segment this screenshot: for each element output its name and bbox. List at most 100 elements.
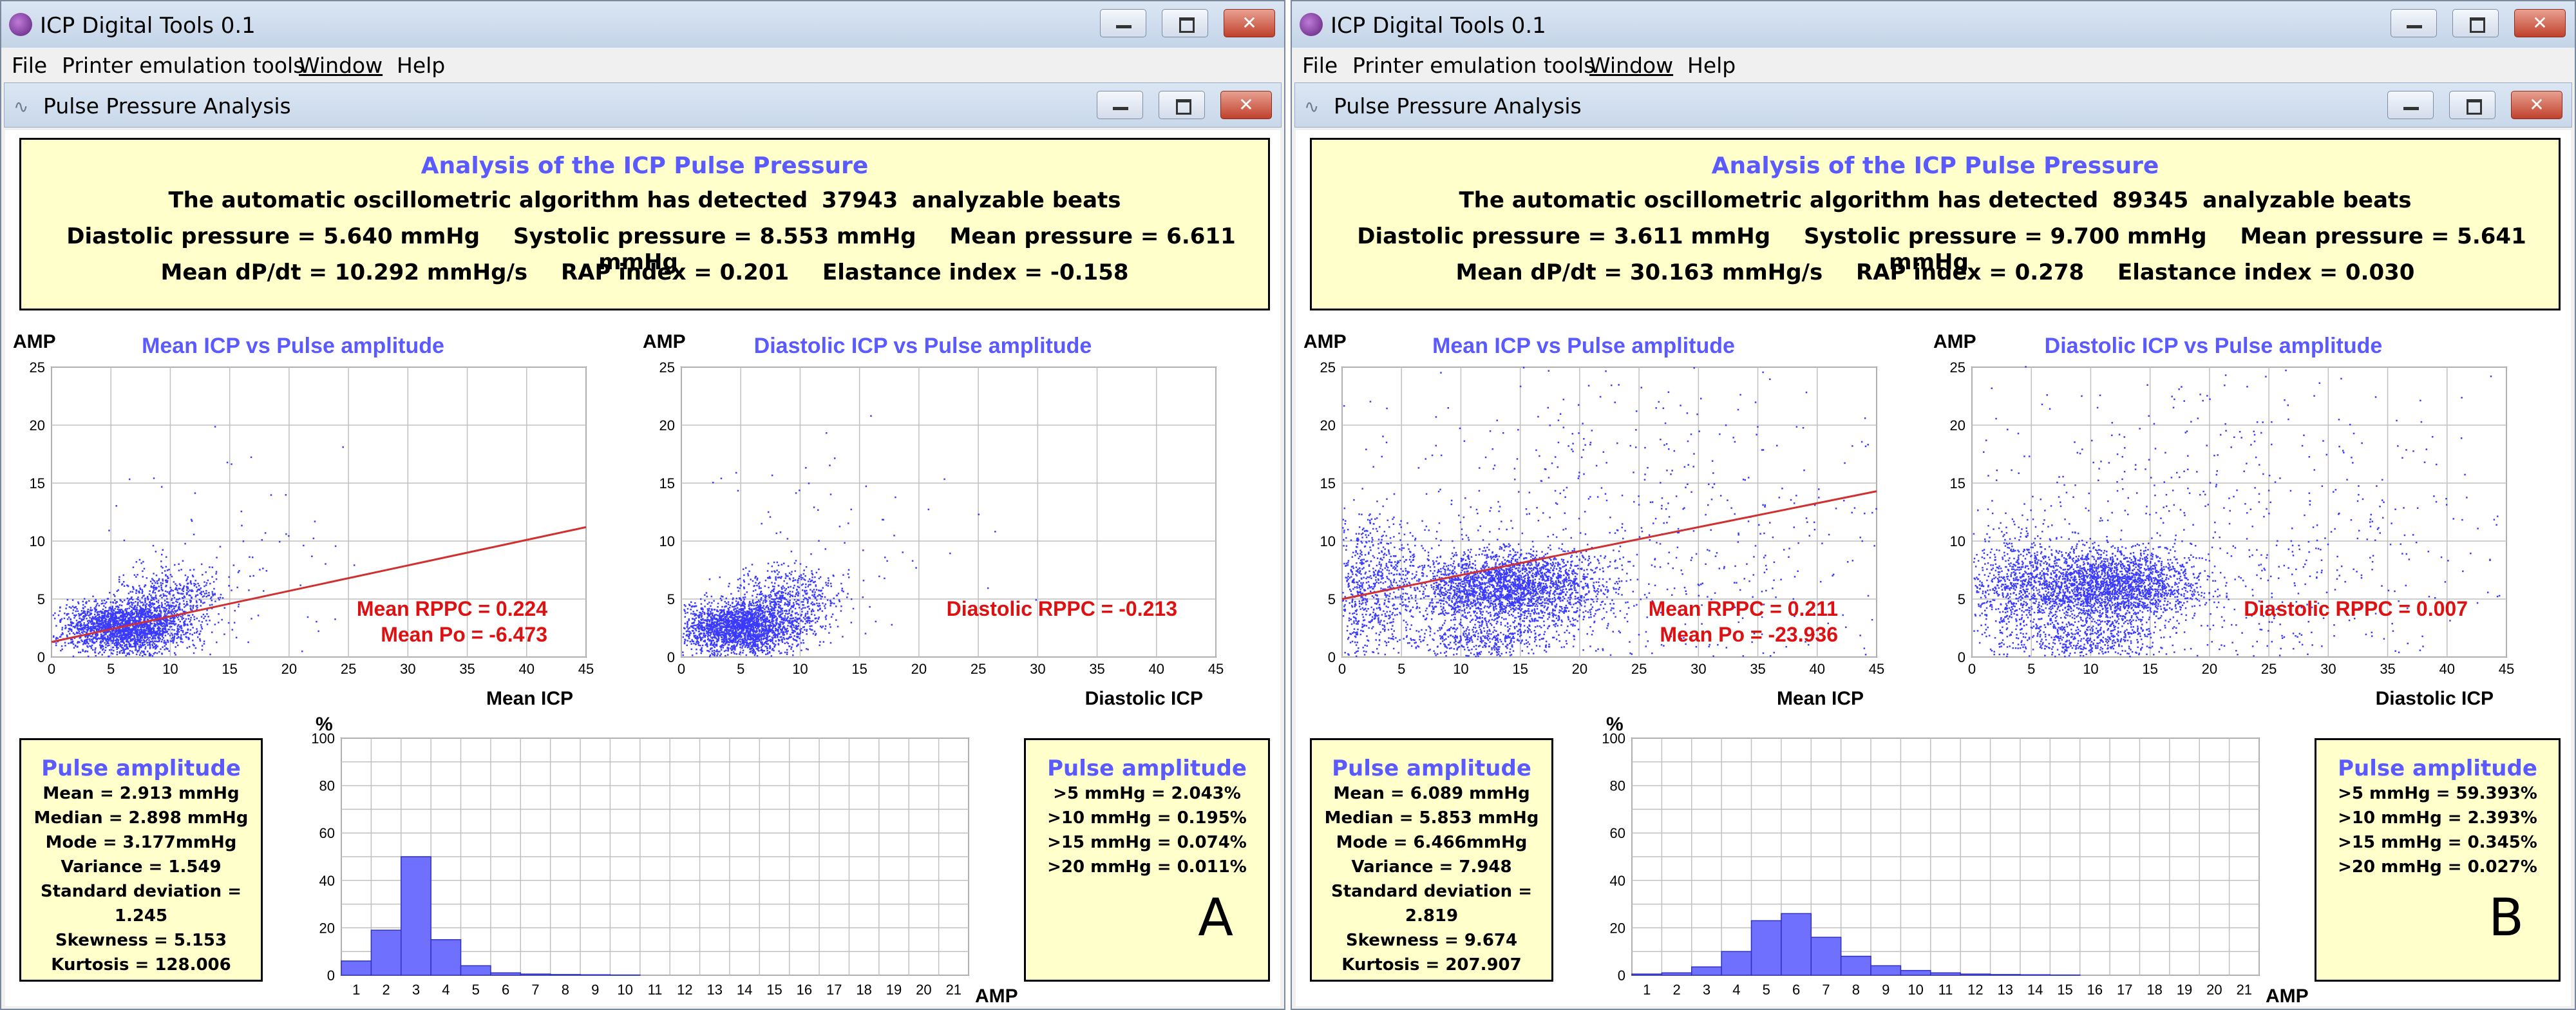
po-annotation: Mean Po = -6.473: [381, 623, 547, 646]
scatter-point: [95, 636, 97, 638]
scatter-point: [178, 592, 180, 595]
scatter-point: [743, 622, 745, 624]
scatter-point: [200, 601, 202, 604]
scatter-point: [706, 616, 708, 618]
scatter-point: [207, 579, 209, 582]
scatter-point: [745, 632, 747, 634]
title-bar[interactable]: ICP Digital Tools 0.1 ✕: [1, 1, 1284, 48]
menu-window[interactable]: Window: [299, 53, 383, 78]
scatter-point: [140, 642, 142, 643]
scatter-point: [176, 644, 179, 647]
scatter-point: [221, 618, 223, 621]
child-title-bar[interactable]: ∿ Pulse Pressure Analysis ✕: [4, 82, 1282, 128]
scatter-point: [206, 623, 209, 625]
scatter-point: [217, 622, 220, 624]
maximize-button[interactable]: [1162, 9, 1208, 37]
scatter-point: [95, 604, 98, 606]
scatter-point: [138, 634, 140, 636]
menu-file[interactable]: File: [12, 53, 48, 78]
scatter-point: [68, 624, 71, 626]
scatter-point: [123, 649, 125, 651]
scatter-point: [710, 642, 712, 645]
scatter-point: [757, 607, 759, 609]
scatter-point: [752, 625, 753, 628]
minimize-button[interactable]: [1100, 9, 1146, 37]
scatter-point: [113, 623, 115, 625]
scatter-point: [116, 651, 118, 653]
scatter-point: [155, 620, 157, 622]
scatter-point: [104, 642, 106, 644]
scatter-point: [131, 617, 133, 620]
y-tick-label: 25: [659, 359, 675, 376]
scatter-point: [704, 619, 706, 621]
scatter-point: [825, 618, 827, 620]
scatter-point: [687, 621, 688, 623]
scatter-point: [133, 642, 135, 645]
scatter-point: [736, 613, 739, 615]
scatter-point: [781, 607, 782, 610]
scatter-point: [697, 620, 700, 622]
scatter-point: [77, 642, 79, 644]
scatter-point: [87, 646, 89, 648]
maximize-icon: [1176, 99, 1191, 115]
scatter-point: [98, 629, 100, 631]
scatter-point: [753, 654, 756, 656]
scatter-point: [753, 639, 756, 641]
scatter-point: [717, 637, 720, 640]
scatter-point: [149, 627, 152, 630]
scatter-point: [238, 569, 240, 572]
scatter-point: [115, 621, 118, 623]
scatter-point: [775, 634, 777, 636]
scatter-point: [717, 615, 719, 616]
scatter-point: [729, 604, 732, 607]
scatter-point: [120, 630, 123, 633]
menu-printer-emulation-tools[interactable]: Printer emulation tools: [62, 53, 305, 78]
scatter-point: [709, 619, 711, 621]
scatter-point: [152, 591, 154, 594]
scatter-point: [211, 631, 213, 633]
scatter-point: [94, 626, 96, 628]
scatter-point: [131, 596, 133, 598]
scatter-point: [773, 615, 776, 616]
scatter-point: [99, 624, 101, 625]
scatter-point: [141, 636, 143, 638]
scatter-point: [694, 618, 696, 620]
scatter-point: [730, 625, 732, 627]
scatter-point: [162, 580, 164, 582]
scatter-point: [712, 644, 714, 646]
scatter-point: [150, 629, 152, 631]
scatter-point: [86, 618, 88, 620]
scatter-point: [190, 609, 192, 611]
scatter-point: [233, 622, 236, 624]
scatter-point: [353, 564, 355, 566]
scatter-point: [724, 616, 726, 618]
scatter-point: [763, 650, 766, 652]
menu-help[interactable]: Help: [397, 53, 446, 78]
scatter-point: [709, 627, 712, 630]
child-maximize-button[interactable]: [1159, 91, 1205, 119]
scatter-point: [700, 603, 703, 605]
scatter-point: [176, 633, 178, 635]
child-minimize-button[interactable]: [1097, 91, 1143, 119]
scatter-point: [713, 649, 715, 652]
close-button[interactable]: ✕: [1224, 9, 1275, 37]
scatter-point: [106, 641, 109, 643]
scatter-point: [758, 587, 761, 589]
scatter-point: [750, 603, 752, 605]
scatter-point: [701, 629, 704, 631]
scatter-point: [715, 638, 717, 640]
scatter-point: [713, 600, 715, 602]
scatter-point: [728, 630, 731, 632]
scatter-point: [183, 611, 185, 613]
scatter-point: [794, 639, 796, 641]
scatter-point: [173, 619, 175, 622]
scatter-point: [735, 613, 737, 615]
child-close-button[interactable]: ✕: [1220, 91, 1272, 119]
scatter-point: [144, 643, 146, 645]
scatter-point: [74, 626, 76, 628]
app-title: ICP Digital Tools 0.1: [40, 13, 256, 39]
scatter-point: [120, 604, 123, 607]
scatter-point: [135, 649, 137, 651]
scatter-point: [153, 653, 155, 655]
scatter-point: [766, 638, 768, 641]
